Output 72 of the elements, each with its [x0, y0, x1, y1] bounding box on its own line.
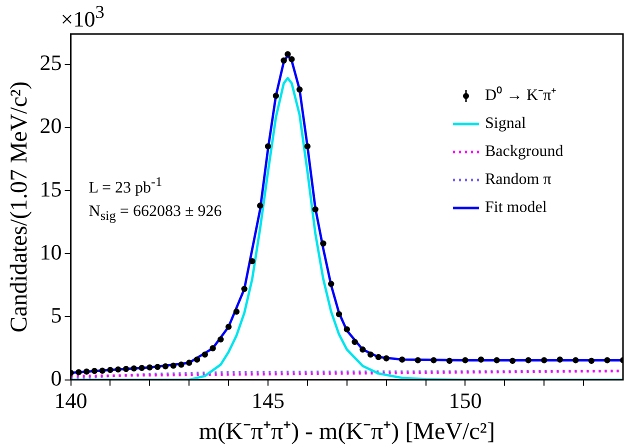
point [241, 286, 248, 292]
point [107, 366, 114, 374]
point [360, 346, 366, 353]
annotation: L = 23 pb$^{-1}$ [88, 173, 164, 198]
x-tick-label: 145 [252, 388, 285, 413]
point [604, 357, 610, 364]
point [320, 240, 326, 247]
point [541, 357, 548, 364]
legend-label: Random π [485, 170, 552, 190]
point [264, 143, 272, 150]
point [178, 362, 184, 368]
point [304, 143, 311, 150]
point [414, 357, 421, 364]
text: ×10$^{3}$ [60, 2, 104, 32]
point [383, 355, 390, 362]
point [249, 258, 256, 264]
point [202, 351, 208, 358]
point [328, 280, 334, 287]
point [296, 86, 303, 93]
legend-label: Fit model [485, 198, 547, 218]
point [367, 351, 374, 358]
point [194, 356, 200, 363]
point [130, 365, 138, 372]
point [218, 336, 224, 343]
point [344, 326, 350, 332]
point [154, 364, 161, 370]
y-tick-label: 20 [40, 113, 62, 138]
x-axis-title: m(K⁻π⁺π⁺) - m(K⁻π⁺) [MeV/c²] [198, 418, 495, 445]
y-tick-label: 15 [40, 176, 62, 202]
point [186, 360, 192, 366]
point [257, 202, 264, 209]
point [375, 354, 382, 360]
point [312, 206, 318, 213]
point [462, 357, 468, 364]
x-tick-label: 150 [448, 388, 482, 413]
y-axis-title: Candidates/(1.07 MeV/c²) [6, 81, 33, 332]
annotation: N$_{sig}$ = 662083 ± 926 [88, 202, 222, 226]
point [272, 92, 280, 99]
point [91, 368, 98, 374]
point [210, 345, 216, 352]
point [284, 51, 291, 58]
point [556, 356, 563, 363]
y-tick-label: 10 [40, 239, 62, 264]
point [588, 358, 595, 364]
point [170, 362, 176, 369]
legend-label: Background [485, 142, 564, 162]
point [233, 308, 240, 315]
point [99, 368, 106, 374]
point [509, 358, 516, 364]
point [430, 357, 437, 364]
legend-label: Signal [485, 114, 526, 134]
point [572, 357, 579, 364]
point [115, 366, 122, 373]
point [225, 324, 232, 330]
point [122, 366, 130, 372]
point [146, 364, 153, 371]
point [352, 338, 358, 346]
legend-label: D⁰ → K⁻π⁺ [485, 85, 556, 106]
y-tick-label: 25 [40, 50, 62, 76]
point [83, 368, 90, 375]
point [494, 357, 500, 364]
point [525, 357, 532, 364]
point [288, 56, 295, 62]
point [162, 363, 169, 370]
point [399, 356, 406, 363]
point [478, 356, 484, 363]
point [280, 57, 287, 64]
y-tick-label: 5 [50, 302, 62, 328]
point [138, 364, 145, 372]
point [336, 311, 342, 318]
point [446, 358, 453, 364]
point [76, 369, 82, 376]
